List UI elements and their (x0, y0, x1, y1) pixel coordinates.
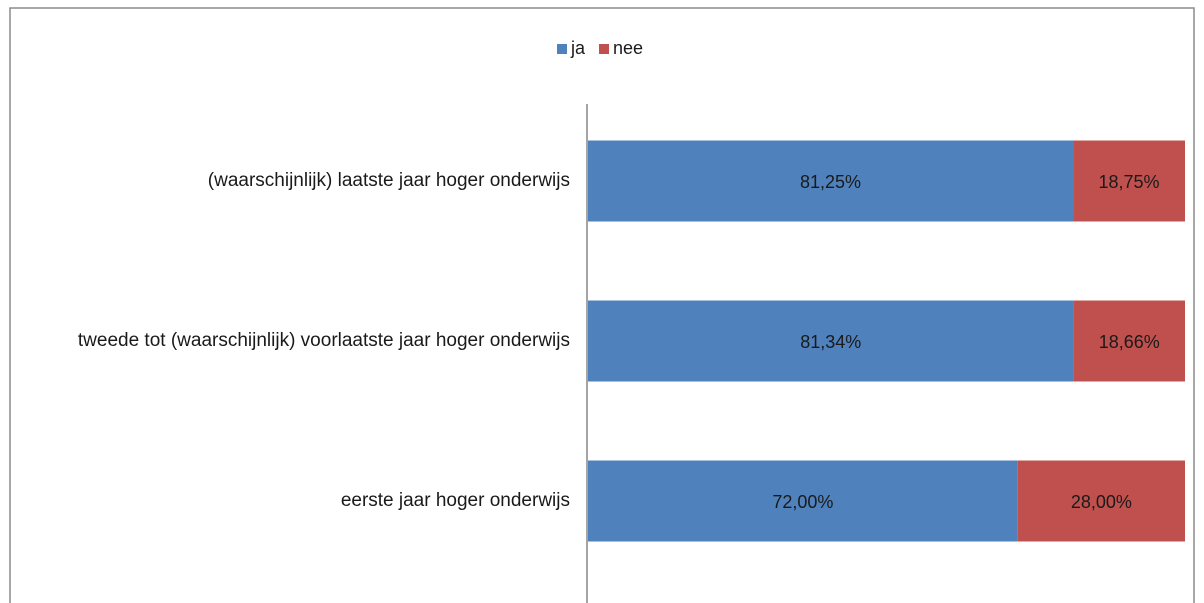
legend-label: ja (570, 38, 586, 58)
value-label: 18,75% (1099, 172, 1160, 192)
value-label: 81,25% (800, 172, 861, 192)
category-label-text: tweede tot (waarschijnlijk) voorlaatste … (77, 330, 570, 351)
category-label: (waarschijnlijk) laatste jaar hoger onde… (12, 141, 570, 221)
bar-segment (1073, 140, 1185, 222)
bar-segment (588, 300, 1074, 382)
bar-segment (1017, 460, 1185, 542)
value-label: 18,66% (1099, 332, 1160, 352)
value-label: 81,34% (800, 332, 861, 352)
bar-segment (1073, 300, 1185, 382)
chart-border (9, 7, 1195, 603)
category-label-text: (waarschijnlijk) laatste jaar hoger onde… (207, 170, 570, 191)
legend-swatch (557, 44, 567, 54)
bar-segment (588, 460, 1018, 542)
legend-label: nee (613, 38, 643, 58)
category-label: tweede tot (waarschijnlijk) voorlaatste … (12, 301, 570, 381)
legend-swatch (599, 44, 610, 54)
category-label: eerste jaar hoger onderwijs (12, 461, 570, 541)
value-label: 72,00% (772, 492, 833, 512)
bar-segment (588, 140, 1074, 222)
category-label-text: eerste jaar hoger onderwijs (340, 490, 570, 511)
value-label: 28,00% (1071, 492, 1132, 512)
